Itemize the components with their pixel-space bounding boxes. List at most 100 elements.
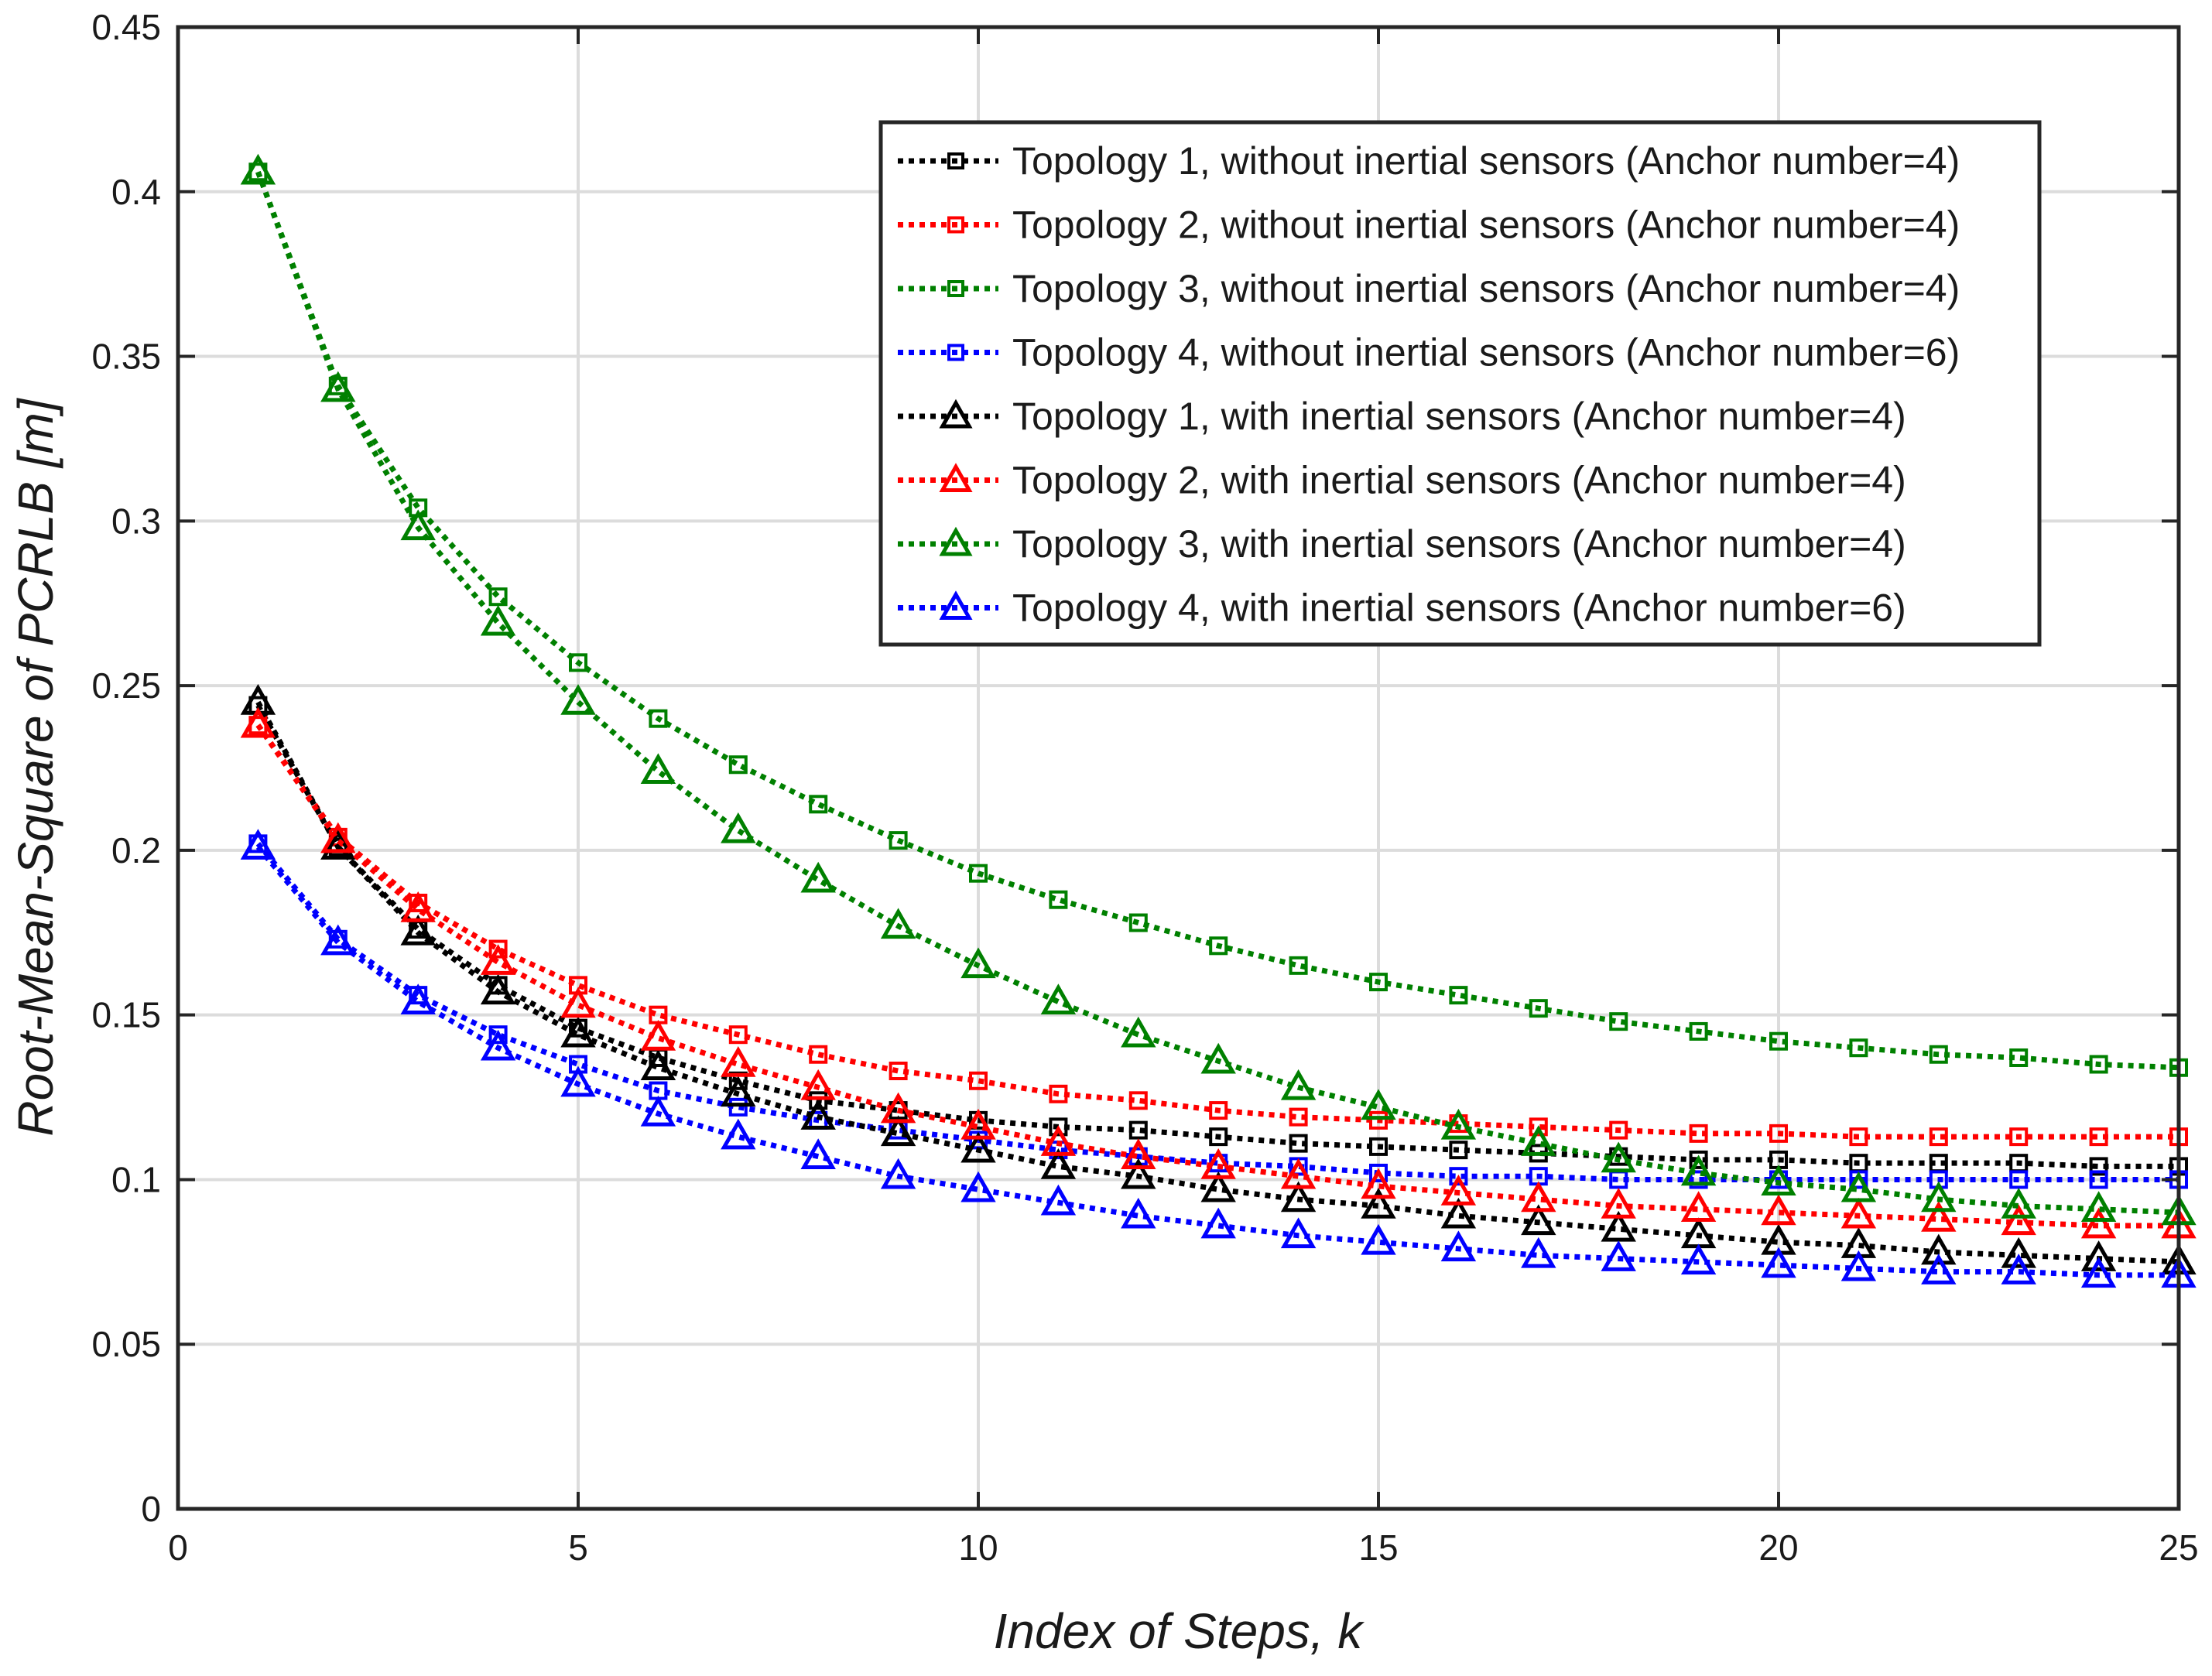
series-line — [255, 845, 2179, 1278]
triangle-marker — [1921, 1201, 1957, 1232]
square-marker — [1369, 1163, 1388, 1182]
square-marker — [1609, 1012, 1628, 1031]
y-tick-label: 0.45 — [91, 7, 161, 47]
triangle-marker — [560, 1065, 596, 1097]
square-marker — [2089, 1055, 2108, 1074]
x-axis-title: Index of Steps, k — [994, 1603, 1365, 1659]
triangle-marker — [320, 371, 356, 402]
legend-square-marker — [947, 280, 964, 297]
square-marker — [809, 795, 828, 814]
y-axis-title: Root-Mean-Square of PCRLB [m] — [8, 398, 63, 1137]
triangle-marker — [1840, 1250, 1877, 1281]
triangle-marker — [1601, 1141, 1636, 1173]
x-tick-label: 5 — [568, 1527, 588, 1568]
triangle-marker — [1440, 1175, 1477, 1206]
triangle-marker — [1921, 1254, 1957, 1284]
x-tick-label: 0 — [168, 1527, 188, 1568]
triangle-marker — [1361, 1168, 1396, 1199]
triangle-marker — [1040, 983, 1077, 1014]
triangle-marker — [1040, 1184, 1077, 1216]
triangle-marker — [1680, 1243, 1717, 1275]
triangle-marker — [721, 812, 756, 843]
square-marker — [649, 709, 668, 728]
triangle-marker — [1440, 1230, 1477, 1262]
y-tick-label: 0 — [141, 1489, 161, 1529]
y-tick-label: 0.3 — [111, 501, 161, 541]
square-marker — [1369, 1110, 1388, 1130]
series-line — [255, 171, 2179, 1071]
triangle-marker — [800, 861, 836, 893]
square-marker — [2089, 1170, 2108, 1189]
square-marker — [1929, 1127, 1948, 1147]
legend-label: Topology 1, with inertial sensors (Ancho… — [1012, 395, 1906, 438]
triangle-marker — [880, 1092, 916, 1124]
triangle-marker — [1440, 1197, 1477, 1229]
legend-label: Topology 4, without inertial sensors (An… — [1012, 331, 1960, 375]
triangle-marker — [1361, 1089, 1396, 1120]
square-marker — [728, 1097, 748, 1117]
triangle-marker — [960, 1131, 996, 1163]
triangle-marker — [1121, 1016, 1156, 1048]
triangle-marker — [960, 947, 996, 979]
triangle-marker — [1840, 1197, 1877, 1229]
triangle-marker — [1840, 1171, 1877, 1202]
square-marker — [809, 1091, 828, 1110]
triangle-marker — [560, 987, 596, 1018]
triangle-marker — [320, 829, 356, 860]
triangle-marker — [320, 822, 356, 853]
triangle-marker — [2080, 1207, 2117, 1239]
legend-triangle-marker — [939, 590, 973, 620]
series-8 — [240, 829, 2197, 1288]
triangle-marker — [1521, 1181, 1556, 1213]
square-marker — [1289, 1134, 1308, 1153]
triangle-marker — [2080, 1191, 2117, 1223]
legend-triangle-marker — [939, 463, 973, 492]
triangle-marker — [400, 983, 436, 1014]
square-marker — [1049, 1117, 1068, 1137]
triangle-marker — [1761, 1165, 1796, 1195]
square-marker — [1849, 1127, 1868, 1147]
y-tick-label: 0.35 — [91, 337, 161, 377]
triangle-marker — [1121, 1138, 1156, 1169]
square-marker — [1689, 1170, 1708, 1189]
triangle-marker — [400, 914, 436, 946]
square-marker — [488, 587, 508, 607]
series-line — [255, 703, 2179, 1169]
triangle-marker — [721, 1118, 756, 1150]
square-marker — [728, 1071, 748, 1090]
legend-triangle-marker — [939, 526, 973, 556]
square-marker — [1128, 913, 1148, 932]
legend-label: Topology 1, without inertial sensors (An… — [1012, 139, 1960, 183]
legend-label: Topology 3, without inertial sensors (An… — [1012, 267, 1960, 310]
triangle-marker — [1680, 1191, 1717, 1223]
square-marker — [1529, 1117, 1548, 1137]
triangle-marker — [320, 924, 356, 956]
series-line — [255, 723, 2179, 1140]
square-marker — [2089, 1157, 2108, 1176]
triangle-marker — [1521, 1125, 1556, 1156]
square-marker — [1128, 1091, 1148, 1110]
triangle-marker — [1200, 1207, 1236, 1239]
triangle-marker — [1361, 1188, 1396, 1219]
series-line — [255, 723, 2179, 1229]
x-tick-label: 25 — [2159, 1527, 2198, 1568]
square-marker — [1769, 1031, 1788, 1051]
triangle-marker — [240, 153, 276, 185]
series-3 — [248, 162, 2188, 1077]
square-marker — [1449, 986, 1468, 1005]
triangle-marker — [480, 973, 516, 1005]
x-tick-label: 15 — [1358, 1527, 1398, 1568]
triangle-marker — [960, 1171, 996, 1202]
y-tick-label: 0.25 — [91, 665, 161, 706]
triangle-marker — [880, 1115, 916, 1147]
square-marker — [1049, 1084, 1068, 1103]
triangle-marker — [640, 1049, 676, 1081]
triangle-marker — [800, 1069, 836, 1100]
series-group — [240, 153, 2197, 1288]
triangle-marker — [1200, 1148, 1236, 1179]
triangle-marker — [2080, 1240, 2117, 1271]
triangle-marker — [1200, 1042, 1236, 1074]
y-tick-label: 0.15 — [91, 995, 161, 1035]
triangle-marker — [800, 1138, 836, 1169]
